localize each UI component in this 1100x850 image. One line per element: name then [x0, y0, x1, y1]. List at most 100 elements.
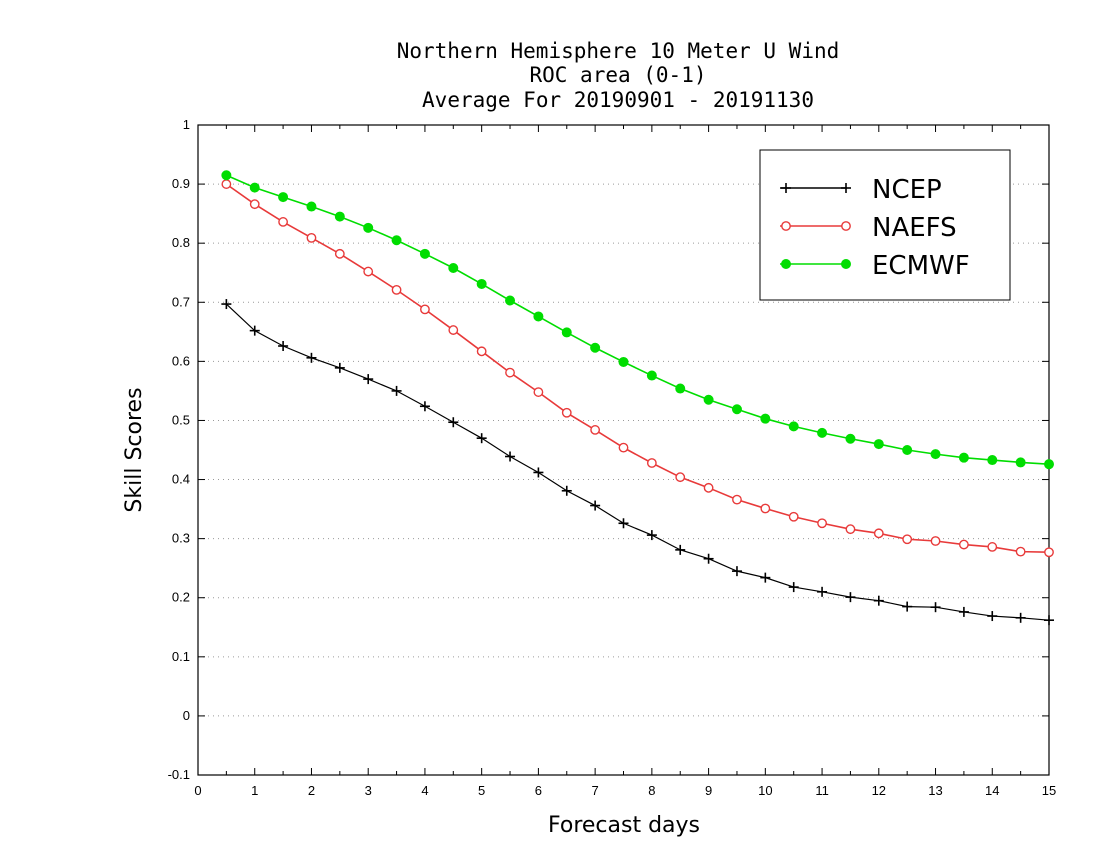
- y-tick-label: 0.5: [172, 412, 190, 427]
- data-point-ncep: [987, 611, 998, 622]
- data-point-ncep: [930, 602, 941, 613]
- legend-box: [759, 149, 1011, 301]
- y-tick-label: 0.7: [172, 294, 190, 309]
- data-point-naefs: [902, 534, 913, 545]
- y-tick-label: 0.2: [172, 590, 190, 605]
- data-point-ecmwf: [703, 394, 714, 405]
- data-point-ncep: [703, 553, 714, 564]
- title-line-1: Northern Hemisphere 10 Meter U Wind: [397, 39, 840, 63]
- x-tick-label: 0: [194, 783, 201, 798]
- x-axis: 0 1 2 3 4 5 6 7 8 9 10 11 12 13 14 15: [194, 125, 1056, 798]
- data-point-naefs: [732, 494, 742, 505]
- data-point-ecmwf: [873, 439, 884, 450]
- data-point-ncep: [590, 500, 601, 511]
- data-point-ncep: [760, 572, 771, 583]
- data-point-ncep: [334, 362, 345, 373]
- data-point-ecmwf: [363, 222, 374, 233]
- data-point-ncep: [221, 299, 232, 310]
- y-tick-label: 0.4: [172, 472, 190, 487]
- title-line-2: ROC area (0-1): [529, 63, 706, 87]
- data-point-ecmwf: [902, 445, 913, 455]
- data-point-naefs: [221, 179, 232, 189]
- x-tick-label: 2: [308, 783, 315, 798]
- data-point-ecmwf: [221, 170, 232, 181]
- data-point-ncep: [873, 595, 884, 606]
- legend-marker-end: [841, 221, 851, 231]
- data-point-naefs: [306, 232, 317, 243]
- y-tick-label: 1: [183, 117, 190, 132]
- data-point-ecmwf: [845, 433, 856, 444]
- data-point-ncep: [845, 592, 856, 603]
- y-axis-title: Skill Scores: [122, 387, 147, 512]
- data-point-ncep: [476, 433, 487, 444]
- legend-label: NAEFS: [872, 213, 957, 243]
- x-tick-label: 14: [985, 783, 999, 798]
- data-point-naefs: [930, 536, 941, 546]
- data-point-naefs: [448, 325, 459, 335]
- data-point-naefs: [391, 284, 402, 295]
- data-point-naefs: [703, 482, 714, 493]
- data-point-ecmwf: [448, 263, 459, 273]
- x-tick-label: 4: [421, 783, 428, 798]
- data-point-ncep: [958, 606, 969, 617]
- data-point-ecmwf: [505, 295, 516, 306]
- data-point-ncep: [448, 417, 459, 428]
- data-point-ecmwf: [760, 413, 771, 424]
- data-point-ncep: [902, 601, 913, 612]
- data-point-naefs: [1044, 547, 1054, 558]
- data-point-naefs: [959, 539, 969, 550]
- x-tick-label: 15: [1042, 783, 1056, 798]
- x-axis-title: Forecast days: [548, 813, 700, 838]
- data-point-ncep: [249, 325, 260, 336]
- legend-label: ECMWF: [872, 251, 970, 281]
- data-point-ncep: [363, 374, 374, 385]
- data-point-ecmwf: [1015, 457, 1026, 468]
- data-point-ecmwf: [930, 449, 941, 460]
- x-tick-label: 7: [592, 783, 599, 798]
- data-point-ecmwf: [306, 201, 317, 212]
- legend-label: NCEP: [872, 175, 942, 205]
- data-point-ecmwf: [646, 370, 657, 381]
- data-point-ecmwf: [817, 427, 828, 438]
- legend-item-ecmwf: ECMWF: [780, 251, 970, 281]
- data-point-ncep: [306, 352, 317, 363]
- data-point-ncep: [731, 566, 742, 577]
- series-line-ncep: [225, 303, 1050, 621]
- x-tick-label: 3: [365, 783, 372, 798]
- y-tick-label: 0.3: [172, 531, 190, 546]
- y-axis: -0.1 0 0.1 0.2 0.3 0.4 0.5 0.6 0.7 0.8 0.9 1: [168, 117, 1049, 782]
- data-point-naefs: [987, 542, 998, 552]
- data-point-ecmwf: [334, 211, 345, 222]
- data-point-naefs: [561, 407, 572, 418]
- legend-marker-start: [781, 221, 791, 231]
- y-tick-label: 0.1: [172, 649, 190, 664]
- data-point-ecmwf: [958, 452, 969, 463]
- data-point-ecmwf: [419, 248, 430, 259]
- data-point-naefs: [334, 248, 345, 259]
- y-tick-label: 0: [183, 708, 190, 723]
- data-point-ncep: [505, 451, 516, 462]
- y-tick-label: -0.1: [168, 767, 190, 782]
- data-point-ecmwf: [561, 327, 572, 338]
- legend-item-naefs: NAEFS: [780, 213, 957, 243]
- data-point-ncep: [419, 401, 430, 412]
- data-point-ecmwf: [476, 278, 487, 289]
- data-point-ncep: [788, 582, 799, 593]
- data-point-ncep: [817, 586, 828, 597]
- x-tick-label: 9: [705, 783, 712, 798]
- series-ecmwf: [221, 170, 1054, 470]
- data-point-naefs: [760, 503, 771, 514]
- series-naefs: [221, 179, 1054, 558]
- data-point-naefs: [476, 346, 487, 357]
- series-lines: [221, 170, 1054, 626]
- x-tick-label: 5: [478, 783, 485, 798]
- data-point-naefs: [873, 528, 884, 539]
- y-tick-label: 0.6: [172, 353, 190, 368]
- data-point-naefs: [675, 472, 686, 483]
- data-point-ncep: [618, 518, 629, 529]
- data-point-naefs: [249, 199, 260, 210]
- x-tick-label: 12: [872, 783, 886, 798]
- x-tick-label: 8: [648, 783, 655, 798]
- y-tick-label: 0.8: [172, 235, 190, 250]
